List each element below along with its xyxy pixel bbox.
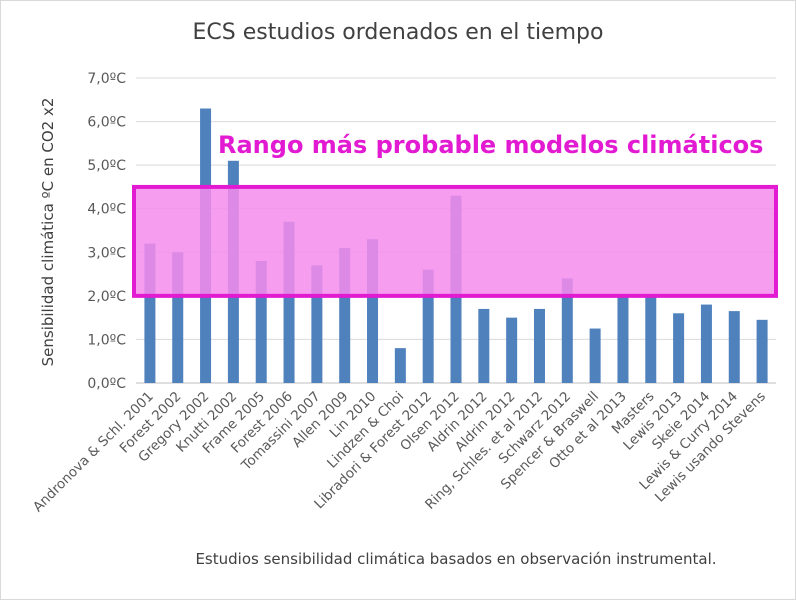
bar xyxy=(533,308,545,383)
probable-range-label: Rango más probable modelos climáticos xyxy=(218,131,763,159)
bar xyxy=(422,269,434,383)
probable-range-band: Rango más probable modelos climáticos xyxy=(132,131,778,298)
bar xyxy=(561,278,573,383)
chart-title: ECS estudios ordenados en el tiempo xyxy=(192,20,604,45)
y-tick-label: 2,0ºC xyxy=(87,289,126,305)
bar xyxy=(728,311,740,383)
bar xyxy=(144,243,156,383)
y-tick-label: 4,0ºC xyxy=(87,202,126,218)
bar xyxy=(589,328,601,383)
bar xyxy=(394,348,406,383)
bar xyxy=(756,319,768,383)
y-tick-label: 0,0ºC xyxy=(87,376,126,392)
bar xyxy=(255,261,267,383)
bar xyxy=(367,239,379,383)
y-tick-label: 5,0ºC xyxy=(87,158,126,174)
bar xyxy=(617,295,629,383)
bar xyxy=(645,295,657,383)
y-tick-label: 6,0ºC xyxy=(87,115,126,131)
bar xyxy=(700,304,712,383)
y-tick-labels: 0,0ºC 1,0ºC 2,0ºC 3,0ºC 4,0ºC 5,0ºC 6,0ºC 7,0ºC xyxy=(87,71,126,392)
y-tick-label: 7,0ºC xyxy=(87,71,126,87)
bar xyxy=(506,317,518,383)
bar xyxy=(478,308,490,383)
y-tick-label: 3,0ºC xyxy=(87,245,126,261)
bar xyxy=(172,252,184,383)
bar xyxy=(283,221,295,383)
x-axis-label: Estudios sensibilidad climática basados … xyxy=(195,550,717,568)
bar xyxy=(339,247,351,383)
bar xyxy=(311,265,323,383)
y-tick-label: 1,0ºC xyxy=(87,332,126,348)
probable-range-rect xyxy=(132,184,778,298)
bar xyxy=(673,313,685,383)
